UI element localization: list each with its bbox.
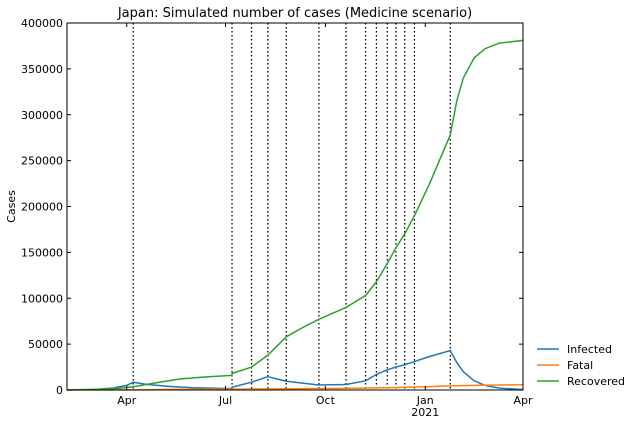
y-tick-label: 300000 [21,109,63,122]
chart-title: Japan: Simulated number of cases (Medici… [117,6,472,21]
y-tick-label: 200000 [21,201,63,214]
y-tick-label: 400000 [21,17,63,30]
axes: 0 50000 100000 150000 200000 250000 300000 3500… [21,17,533,419]
y-tick-label: 0 [56,384,63,397]
y-axis-label: Cases [5,190,18,223]
legend-label-recovered: Recovered [567,375,625,388]
x-tick-label: Oct [316,394,336,407]
series-line-infected [66,349,524,391]
x-tick-label: Apr [117,394,137,407]
series-line-recovered [66,39,524,391]
legend-label-fatal: Fatal [567,359,593,372]
legend: Infected Fatal Recovered [537,343,625,388]
y-tick-label: 350000 [21,63,63,76]
x-tick-sublabel: 2021 [411,406,439,419]
y-tick-label: 50000 [28,338,63,351]
x-tick-label: Jul [218,394,232,407]
plot-area [66,23,524,391]
y-tick-label: 150000 [21,246,63,259]
y-tick-label: 250000 [21,155,63,168]
x-tick-label: Apr [513,394,533,407]
legend-label-infected: Infected [567,343,612,356]
y-tick-label: 100000 [21,292,63,305]
x-tick-label: Jan [416,394,434,407]
